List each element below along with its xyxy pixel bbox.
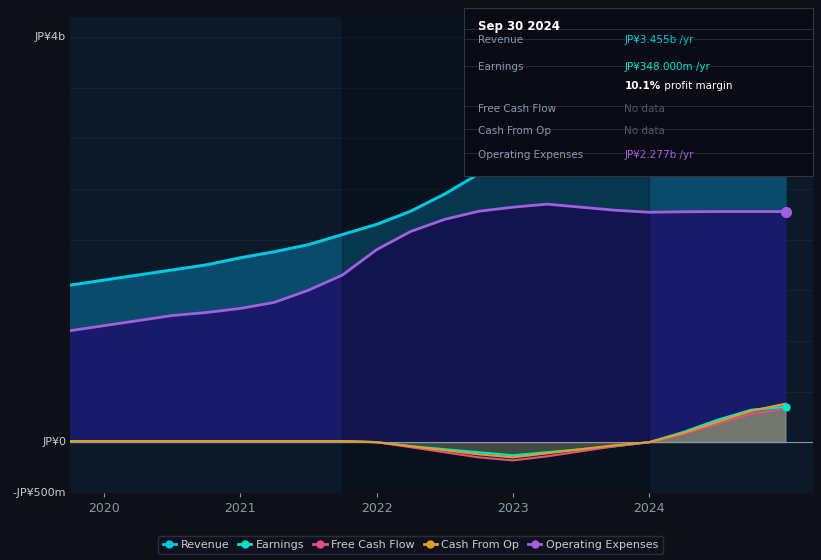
- Text: No data: No data: [624, 126, 665, 136]
- Text: JP¥2.277b /yr: JP¥2.277b /yr: [624, 150, 694, 160]
- Text: Earnings: Earnings: [478, 62, 523, 72]
- Legend: Revenue, Earnings, Free Cash Flow, Cash From Op, Operating Expenses: Revenue, Earnings, Free Cash Flow, Cash …: [158, 535, 663, 554]
- Bar: [342, 17, 649, 493]
- Text: JP¥4b: JP¥4b: [35, 32, 66, 42]
- Text: No data: No data: [624, 104, 665, 114]
- Text: JP¥0: JP¥0: [42, 437, 66, 447]
- Text: JP¥348.000m /yr: JP¥348.000m /yr: [624, 62, 710, 72]
- Text: Operating Expenses: Operating Expenses: [478, 150, 583, 160]
- Text: 10.1%: 10.1%: [624, 81, 661, 91]
- Text: JP¥3.455b /yr: JP¥3.455b /yr: [624, 35, 694, 45]
- Text: Revenue: Revenue: [478, 35, 523, 45]
- Text: Sep 30 2024: Sep 30 2024: [478, 20, 560, 33]
- Text: Cash From Op: Cash From Op: [478, 126, 551, 136]
- Text: Free Cash Flow: Free Cash Flow: [478, 104, 556, 114]
- Text: -JP¥500m: -JP¥500m: [12, 488, 66, 498]
- Text: profit margin: profit margin: [661, 81, 732, 91]
